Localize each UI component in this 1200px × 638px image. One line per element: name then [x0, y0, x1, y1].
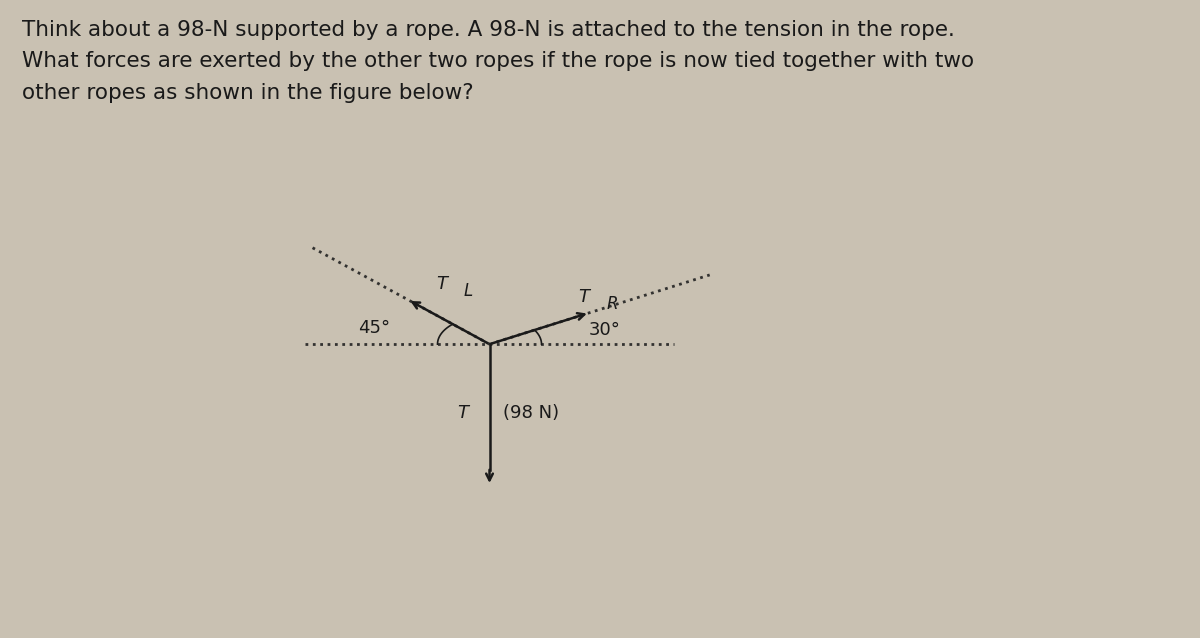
- Text: other ropes as shown in the figure below?: other ropes as shown in the figure below…: [22, 83, 473, 103]
- Text: What forces are exerted by the other two ropes if the rope is now tied together : What forces are exerted by the other two…: [22, 52, 973, 71]
- Text: T: T: [457, 404, 469, 422]
- Text: R: R: [607, 295, 618, 313]
- Text: T: T: [437, 276, 448, 293]
- Text: L: L: [463, 281, 473, 300]
- Text: 45°: 45°: [358, 320, 390, 338]
- Text: T: T: [578, 288, 589, 306]
- Text: Think about a 98-N supported by a rope. A 98-N is attached to the tension in the: Think about a 98-N supported by a rope. …: [22, 20, 954, 40]
- Text: (98 N): (98 N): [503, 404, 559, 422]
- Text: 30°: 30°: [589, 322, 622, 339]
